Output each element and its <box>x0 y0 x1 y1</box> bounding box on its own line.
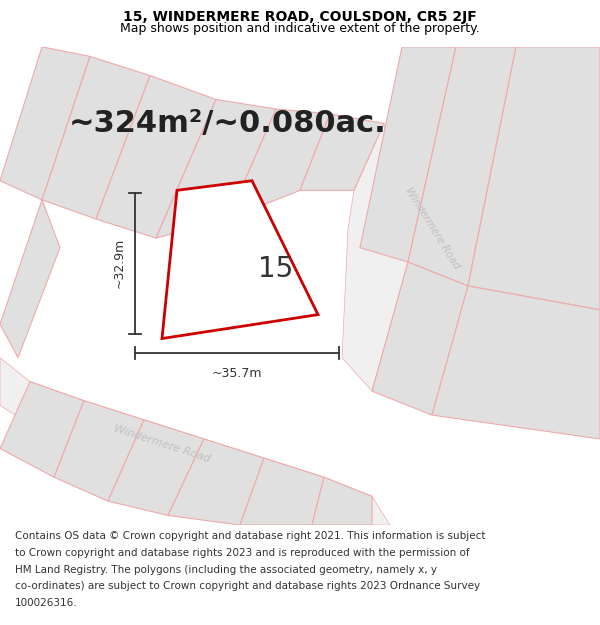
Polygon shape <box>42 56 150 219</box>
Polygon shape <box>342 123 408 391</box>
Text: Contains OS data © Crown copyright and database right 2021. This information is : Contains OS data © Crown copyright and d… <box>15 531 485 541</box>
Polygon shape <box>360 47 456 262</box>
Polygon shape <box>300 114 384 190</box>
Text: HM Land Registry. The polygons (including the associated geometry, namely x, y: HM Land Registry. The polygons (includin… <box>15 564 437 574</box>
Text: ~35.7m: ~35.7m <box>212 368 262 380</box>
Polygon shape <box>240 458 324 525</box>
Polygon shape <box>96 76 216 238</box>
Polygon shape <box>228 109 330 219</box>
Text: 100026316.: 100026316. <box>15 598 77 608</box>
Polygon shape <box>108 420 204 516</box>
Polygon shape <box>432 286 600 439</box>
Polygon shape <box>54 401 144 501</box>
Polygon shape <box>0 47 90 200</box>
Text: 15, WINDERMERE ROAD, COULSDON, CR5 2JF: 15, WINDERMERE ROAD, COULSDON, CR5 2JF <box>123 10 477 24</box>
Polygon shape <box>156 99 276 238</box>
Text: co-ordinates) are subject to Crown copyright and database rights 2023 Ordnance S: co-ordinates) are subject to Crown copyr… <box>15 581 480 591</box>
Polygon shape <box>0 200 60 358</box>
Text: 15: 15 <box>259 255 293 283</box>
Polygon shape <box>468 47 600 310</box>
Polygon shape <box>312 478 372 525</box>
Text: ~324m²/~0.080ac.: ~324m²/~0.080ac. <box>69 109 387 138</box>
Text: Windermere Road: Windermere Road <box>112 423 212 464</box>
Text: to Crown copyright and database rights 2023 and is reproduced with the permissio: to Crown copyright and database rights 2… <box>15 548 470 558</box>
Polygon shape <box>168 439 264 525</box>
Text: Windermere Road: Windermere Road <box>403 186 461 271</box>
Polygon shape <box>162 181 318 339</box>
Polygon shape <box>408 47 516 286</box>
Polygon shape <box>0 381 84 478</box>
Polygon shape <box>372 262 468 415</box>
Polygon shape <box>0 357 390 525</box>
Text: Map shows position and indicative extent of the property.: Map shows position and indicative extent… <box>120 22 480 35</box>
Text: ~32.9m: ~32.9m <box>113 238 126 288</box>
